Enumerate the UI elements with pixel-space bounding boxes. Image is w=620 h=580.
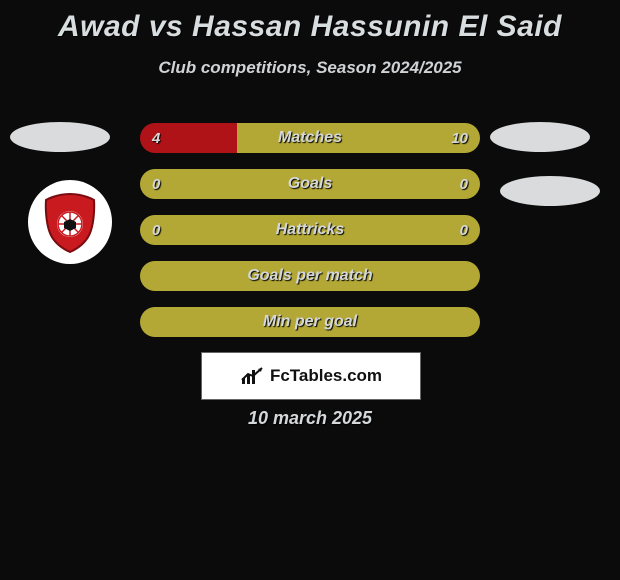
subtitle: Club competitions, Season 2024/2025 — [0, 58, 620, 78]
brand-badge: FcTables.com — [201, 352, 421, 400]
stat-value-left: 4 — [152, 123, 160, 153]
stat-row: Goals per match — [140, 261, 480, 291]
page-title: Awad vs Hassan Hassunin El Said — [0, 0, 620, 44]
stat-row: Hattricks0 0 — [140, 215, 480, 245]
stat-label: Min per goal — [140, 307, 480, 337]
stat-label: Matches — [140, 123, 480, 153]
stat-label: Goals — [140, 169, 480, 199]
stat-value-right: 0 — [460, 215, 468, 245]
stat-label: Goals per match — [140, 261, 480, 291]
comparison-bars: Matches410Goals00Hattricks00Goals per ma… — [140, 123, 480, 353]
stat-value-left: 0 — [152, 169, 160, 199]
stat-value-right: 10 — [451, 123, 468, 153]
player-placeholder — [500, 176, 600, 206]
player-placeholder — [490, 122, 590, 152]
team-logo-left — [28, 180, 112, 264]
stat-label: Hattricks — [140, 215, 480, 245]
brand-text: FcTables.com — [270, 366, 382, 386]
stat-value-right: 0 — [460, 169, 468, 199]
date-text: 10 march 2025 — [0, 408, 620, 429]
stat-value-left: 0 — [152, 215, 160, 245]
player-placeholder — [10, 122, 110, 152]
stat-row: Min per goal — [140, 307, 480, 337]
stat-row: Matches4 10 — [140, 123, 480, 153]
stat-row: Goals0 0 — [140, 169, 480, 199]
